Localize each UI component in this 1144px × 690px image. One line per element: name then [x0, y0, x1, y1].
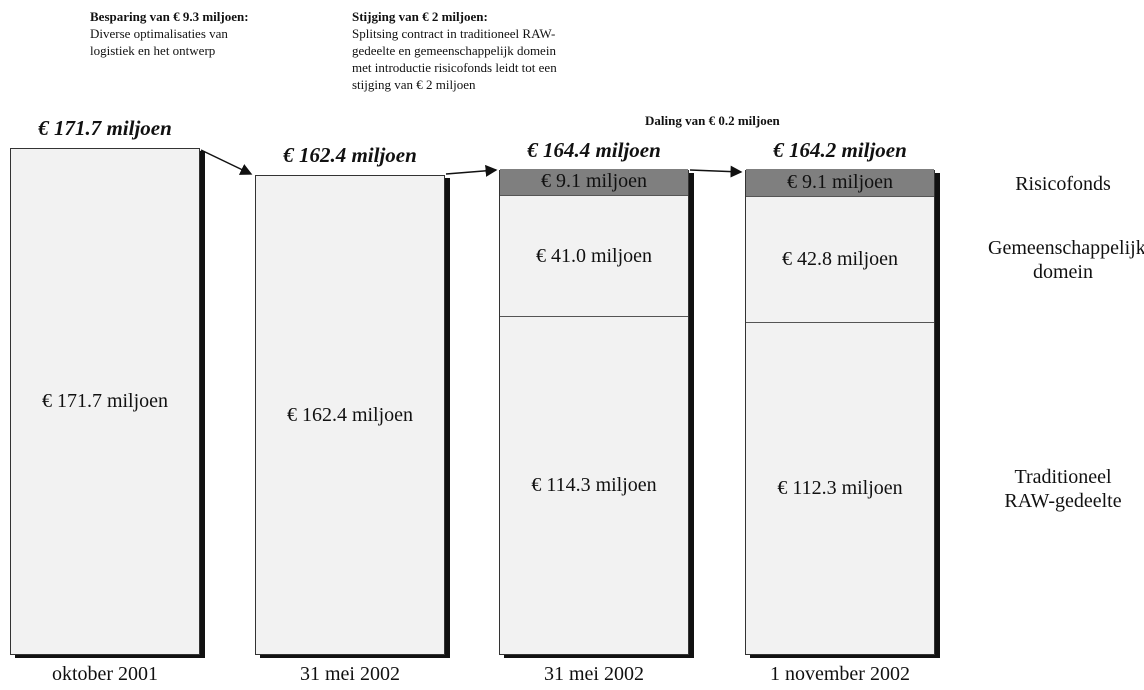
legend-label: Traditioneel RAW-gedeelte	[1004, 466, 1122, 513]
segment: € 42.8 miljoen	[746, 196, 934, 323]
bar: € 114.3 miljoen € 41.0 miljoen € 9.1 miljo…	[499, 168, 689, 655]
total-label: € 164.4 miljoen	[527, 137, 661, 162]
arrow	[689, 165, 743, 178]
segment: € 9.1 miljoen	[500, 168, 688, 196]
annotation-line: gedeelte en gemeenschappelijk domein	[352, 43, 556, 58]
total-label: € 164.2 miljoen	[773, 138, 907, 163]
x-tick-label: 31 mei 2002	[300, 663, 400, 685]
bar: € 171.7 miljoen	[10, 148, 200, 655]
legend-label: Gemeenschappelijk domein	[988, 237, 1144, 284]
annotation-line: logistiek en het ontwerp	[90, 43, 216, 58]
total-label: € 162.4 miljoen	[283, 143, 417, 168]
segment: € 9.1 miljoen	[746, 169, 934, 197]
segment: € 112.3 miljoen	[746, 322, 934, 654]
segment: € 41.0 miljoen	[500, 195, 688, 317]
annotation-line: met introductie risicofonds leidt tot ee…	[352, 60, 557, 75]
annotation: Stijging van € 2 miljoen: Splitsing contr…	[352, 8, 557, 93]
annotation-line: Diverse optimalisaties van	[90, 26, 228, 41]
annotation: Daling van € 0.2 miljoen	[645, 112, 780, 129]
annotation: Besparing van € 9.3 miljoen: Diverse opti…	[90, 8, 249, 59]
annotation-line: stijging van € 2 miljoen	[352, 77, 476, 92]
arrow	[445, 164, 498, 177]
annotation-line: Splitsing contract in traditioneel RAW-	[352, 26, 556, 41]
arrow	[200, 149, 253, 175]
annotation-title: Daling van € 0.2 miljoen	[645, 113, 780, 128]
x-tick-label: 31 mei 2002	[544, 663, 644, 685]
bar: € 112.3 miljoen € 42.8 miljoen € 9.1 miljo…	[745, 169, 935, 655]
total-label: € 171.7 miljoen	[38, 116, 172, 140]
annotation-title: Besparing van € 9.3 miljoen:	[90, 9, 249, 24]
x-tick-label: 1 november 2002	[770, 663, 910, 685]
x-tick-label: oktober 2001	[51, 663, 159, 685]
segment: € 114.3 miljoen	[500, 316, 688, 654]
bar: € 162.4 miljoen	[255, 175, 445, 655]
segment: € 162.4 miljoen	[256, 176, 444, 654]
annotation-title: Stijging van € 2 miljoen:	[352, 9, 488, 24]
segment: € 171.7 miljoen	[11, 149, 199, 654]
legend-label: Risicofonds	[1015, 172, 1111, 195]
